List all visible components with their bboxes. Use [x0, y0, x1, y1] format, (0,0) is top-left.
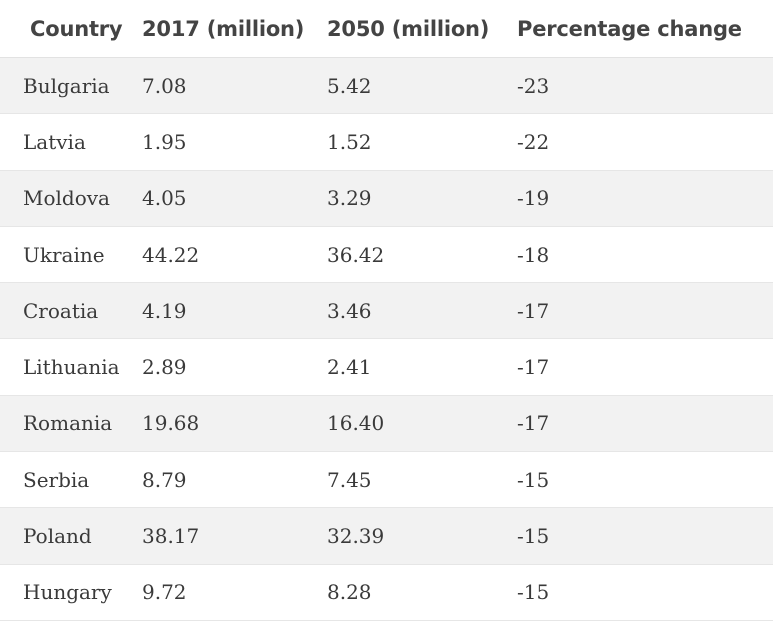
cell-percentage-change: -18 [517, 226, 773, 284]
cell-2017: 38.17 [142, 507, 327, 565]
cell-2017: 4.19 [142, 282, 327, 340]
cell-2017: 9.72 [142, 564, 327, 621]
header-row: Country 2017 (million) 2050 (million) Pe… [0, 0, 773, 58]
table-row: Serbia 8.79 7.45 -15 [0, 451, 773, 509]
cell-country: Moldova [0, 170, 142, 227]
table-row: Bulgaria 7.08 5.42 -23 [0, 57, 773, 115]
column-header-country: Country [0, 0, 142, 58]
cell-2017: 7.08 [142, 57, 327, 115]
cell-2050: 32.39 [327, 507, 517, 565]
cell-country: Serbia [0, 451, 142, 509]
table-row: Ukraine 44.22 36.42 -18 [0, 226, 773, 284]
table-row: Hungary 9.72 8.28 -15 [0, 564, 773, 621]
cell-percentage-change: -23 [517, 57, 773, 115]
cell-2017: 1.95 [142, 113, 327, 171]
cell-country: Lithuania [0, 338, 142, 396]
population-table-container: Country 2017 (million) 2050 (million) Pe… [0, 0, 773, 621]
table-header: Country 2017 (million) 2050 (million) Pe… [0, 0, 773, 58]
cell-2017: 8.79 [142, 451, 327, 509]
table-row: Latvia 1.95 1.52 -22 [0, 113, 773, 171]
cell-2050: 3.29 [327, 170, 517, 227]
cell-percentage-change: -15 [517, 564, 773, 621]
column-header-2017: 2017 (million) [142, 0, 327, 58]
cell-percentage-change: -17 [517, 282, 773, 340]
population-table: Country 2017 (million) 2050 (million) Pe… [0, 0, 773, 621]
column-header-2050: 2050 (million) [327, 0, 517, 58]
cell-2050: 36.42 [327, 226, 517, 284]
cell-percentage-change: -17 [517, 338, 773, 396]
cell-2017: 44.22 [142, 226, 327, 284]
cell-country: Bulgaria [0, 57, 142, 115]
cell-percentage-change: -19 [517, 170, 773, 227]
table-body: Bulgaria 7.08 5.42 -23 Latvia 1.95 1.52 … [0, 57, 773, 621]
cell-country: Latvia [0, 113, 142, 171]
cell-2050: 8.28 [327, 564, 517, 621]
table-row: Romania 19.68 16.40 -17 [0, 395, 773, 453]
cell-country: Romania [0, 395, 142, 453]
table-row: Croatia 4.19 3.46 -17 [0, 282, 773, 340]
cell-2017: 2.89 [142, 338, 327, 396]
cell-percentage-change: -17 [517, 395, 773, 453]
cell-country: Hungary [0, 564, 142, 621]
cell-percentage-change: -15 [517, 507, 773, 565]
cell-country: Ukraine [0, 226, 142, 284]
cell-percentage-change: -22 [517, 113, 773, 171]
cell-percentage-change: -15 [517, 451, 773, 509]
cell-2050: 1.52 [327, 113, 517, 171]
column-header-percentage-change: Percentage change [517, 0, 773, 58]
cell-2017: 19.68 [142, 395, 327, 453]
cell-country: Croatia [0, 282, 142, 340]
cell-2050: 16.40 [327, 395, 517, 453]
table-row: Poland 38.17 32.39 -15 [0, 507, 773, 565]
table-row: Moldova 4.05 3.29 -19 [0, 170, 773, 227]
table-row: Lithuania 2.89 2.41 -17 [0, 338, 773, 396]
cell-country: Poland [0, 507, 142, 565]
cell-2017: 4.05 [142, 170, 327, 227]
cell-2050: 3.46 [327, 282, 517, 340]
cell-2050: 5.42 [327, 57, 517, 115]
cell-2050: 7.45 [327, 451, 517, 509]
cell-2050: 2.41 [327, 338, 517, 396]
